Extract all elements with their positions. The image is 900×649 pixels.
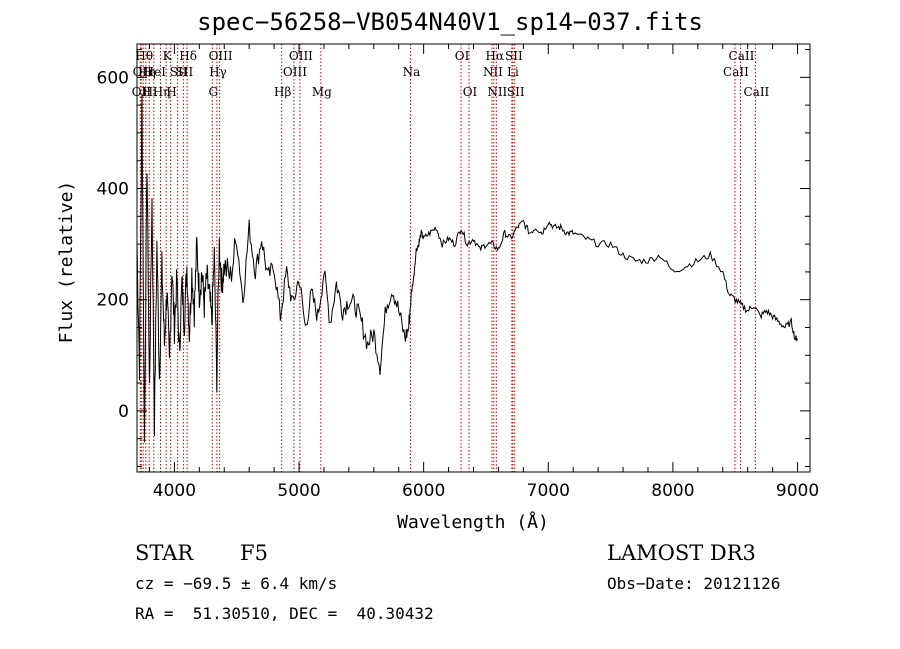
- spectral-line-label: SII: [507, 85, 525, 99]
- spectral-line-label: SII: [176, 65, 194, 79]
- spectral-line-label: Hθ: [135, 49, 153, 63]
- y-tick-label: 400: [97, 180, 129, 200]
- spectral-line-label: OIII: [209, 49, 233, 63]
- y-tick-label: 0: [118, 402, 129, 422]
- spectral-line-label: Hβ: [274, 85, 291, 99]
- object-class: STAR: [135, 541, 194, 565]
- spectral-line-label: NII: [483, 65, 503, 79]
- spectral-line-label: G: [208, 85, 218, 99]
- spectral-line-label: CaII: [729, 49, 755, 63]
- redshift-cz: cz = −69.5 ± 6.4 km/s: [135, 574, 338, 593]
- spectral-line-label: K: [163, 49, 173, 63]
- x-tick-label: 7000: [527, 481, 570, 501]
- spectral-line-label: SII: [170, 65, 188, 79]
- x-tick-label: 5000: [277, 481, 320, 501]
- spectrum-series-flux: [136, 94, 798, 443]
- spectral-line-label: Li: [507, 65, 519, 79]
- spectral-line-label: SII: [505, 49, 523, 63]
- spectral-line-label: OIII: [283, 65, 307, 79]
- x-tick-label: 8000: [651, 481, 694, 501]
- spectral-line-label: OIII: [289, 49, 313, 63]
- spectral-line-label: CaII: [743, 85, 769, 99]
- spectral-line-label: CaII: [723, 65, 749, 79]
- x-tick-label: 6000: [402, 481, 445, 501]
- spectral-line-label: Hι: [143, 85, 158, 99]
- axis-ticks: 4000 5000 6000 7000 8000 9000 0 200 400 600: [97, 44, 819, 501]
- spectral-subclass: F5: [240, 541, 268, 565]
- spectral-line-label: H: [166, 85, 176, 99]
- x-tick-label: 9000: [776, 481, 819, 501]
- spectral-line-label: Hγ: [209, 65, 227, 79]
- spectral-line-label: HeI: [144, 65, 167, 79]
- survey-name: LAMOST DR3: [607, 541, 756, 565]
- spectral-line-label: Hα: [486, 49, 505, 63]
- spectral-line-label: Hη: [153, 85, 171, 99]
- spectral-line-markers: [139, 44, 756, 472]
- y-axis-label: Flux (relative): [56, 181, 77, 344]
- x-axis-label: Wavelength (Å): [397, 511, 549, 533]
- spectral-line-label: OI: [455, 49, 470, 63]
- spectrum-data: [136, 94, 798, 443]
- spectral-line-label: NII: [487, 85, 507, 99]
- spectral-line-label: Hη: [138, 65, 156, 79]
- observation-date: Obs−Date: 20121126: [607, 574, 781, 593]
- spectral-line-label: Mg: [312, 85, 332, 99]
- chart-title: spec−56258−VB054N40V1_sp14−037.fits: [197, 8, 703, 36]
- y-tick-label: 200: [97, 291, 129, 311]
- x-tick-label: 4000: [153, 481, 196, 501]
- spectral-line-label: Na: [403, 65, 421, 79]
- coordinates: RA = 51.30510, DEC = 40.30432: [135, 604, 434, 623]
- y-tick-label: 600: [97, 68, 129, 88]
- spectral-line-labels: OIIOIIHθHηHιHeIHηKHSIISIIHδGHγOIIIHβOIII…: [132, 49, 770, 99]
- spectral-line-label: Hδ: [179, 49, 197, 63]
- spectral-line-label: OI: [463, 85, 478, 99]
